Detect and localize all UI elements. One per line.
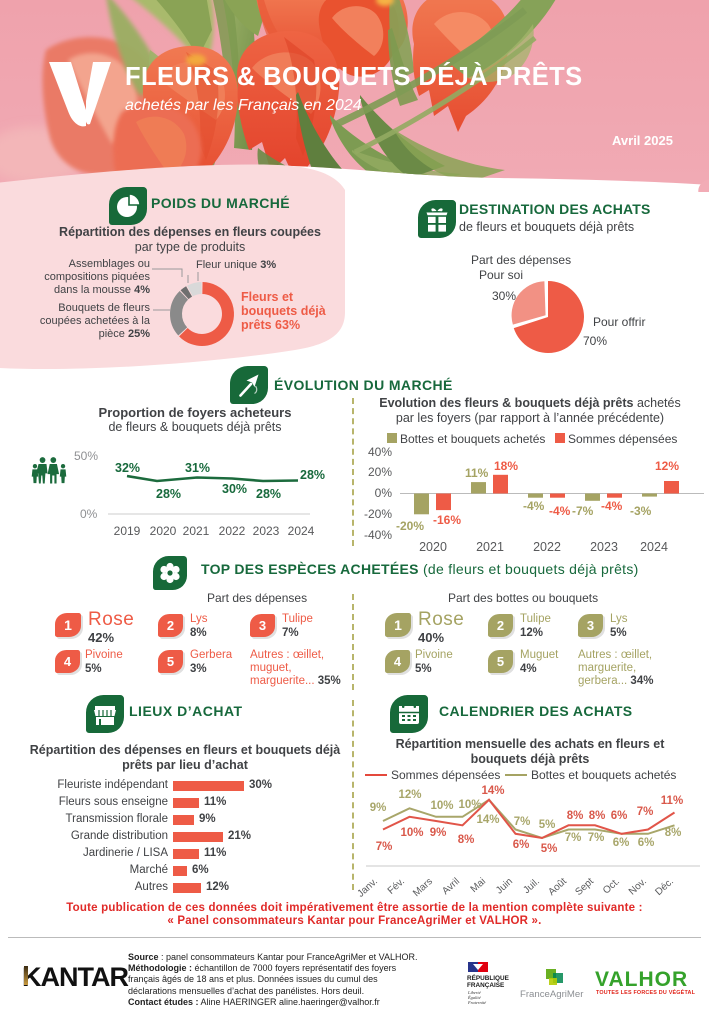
svg-text:14%: 14% [481, 785, 504, 797]
svg-text:FranceAgriMer: FranceAgriMer [520, 989, 584, 1000]
svg-text:8%: 8% [458, 834, 475, 846]
svg-text:Juin: Juin [494, 876, 515, 896]
svg-text:Nov.: Nov. [627, 876, 649, 897]
svg-text:Août: Août [546, 876, 569, 898]
svg-text:Mars: Mars [411, 876, 435, 899]
svg-text:Juil.: Juil. [521, 876, 542, 896]
svg-text:18%: 18% [494, 459, 518, 473]
svg-text:12%: 12% [398, 789, 421, 801]
svg-text:2023: 2023 [590, 540, 618, 554]
svg-text:Sept: Sept [573, 876, 596, 898]
svg-text:10%: 10% [430, 800, 453, 812]
svg-text:12%: 12% [655, 459, 679, 473]
svg-text:Déc.: Déc. [653, 876, 676, 898]
svg-text:FRANÇAISE: FRANÇAISE [467, 982, 505, 989]
svg-text:2024: 2024 [640, 540, 668, 554]
svg-text:Égalité: Égalité [467, 995, 482, 1000]
svg-text:7%: 7% [376, 841, 393, 853]
svg-text:8%: 8% [589, 810, 606, 822]
svg-text:9%: 9% [370, 802, 387, 814]
svg-text:-20%: -20% [364, 507, 392, 521]
svg-text:0%: 0% [375, 486, 393, 500]
svg-text:2021: 2021 [476, 540, 504, 554]
svg-text:Janv.: Janv. [358, 876, 380, 900]
svg-text:5%: 5% [541, 843, 558, 855]
svg-text:7%: 7% [588, 832, 605, 844]
svg-text:5%: 5% [539, 819, 556, 831]
svg-text:6%: 6% [638, 837, 655, 849]
svg-text:11%: 11% [661, 795, 683, 807]
svg-text:-4%: -4% [523, 499, 545, 513]
svg-text:Fév.: Fév. [386, 876, 407, 897]
svg-text:-4%: -4% [549, 504, 571, 518]
svg-text:-4%: -4% [601, 499, 623, 513]
svg-text:Avril: Avril [440, 876, 462, 897]
svg-text:Oct.: Oct. [601, 876, 622, 896]
svg-text:10%: 10% [458, 799, 481, 811]
svg-text:14%: 14% [476, 814, 499, 826]
svg-text:Mai: Mai [469, 876, 488, 895]
svg-text:20%: 20% [368, 465, 392, 479]
svg-text:2022: 2022 [533, 540, 561, 554]
svg-text:RÉPUBLIQUE: RÉPUBLIQUE [467, 973, 510, 982]
svg-text:-40%: -40% [364, 528, 392, 542]
svg-text:11%: 11% [465, 466, 489, 480]
svg-text:6%: 6% [611, 810, 628, 822]
svg-text:7%: 7% [637, 806, 654, 818]
svg-text:8%: 8% [665, 827, 682, 839]
svg-text:-20%: -20% [396, 519, 424, 533]
svg-text:10%: 10% [400, 827, 423, 839]
svg-text:-7%: -7% [572, 504, 594, 518]
svg-text:2020: 2020 [419, 540, 447, 554]
svg-text:7%: 7% [514, 816, 531, 828]
svg-text:6%: 6% [613, 837, 630, 849]
svg-text:-3%: -3% [630, 504, 652, 518]
svg-text:-16%: -16% [433, 513, 461, 527]
svg-text:Liberté: Liberté [467, 990, 482, 995]
svg-text:6%: 6% [513, 839, 530, 851]
svg-text:7%: 7% [565, 832, 582, 844]
svg-text:8%: 8% [567, 810, 584, 822]
svg-text:Fraternité: Fraternité [467, 1000, 487, 1005]
svg-text:9%: 9% [430, 827, 447, 839]
svg-text:40%: 40% [368, 445, 392, 459]
